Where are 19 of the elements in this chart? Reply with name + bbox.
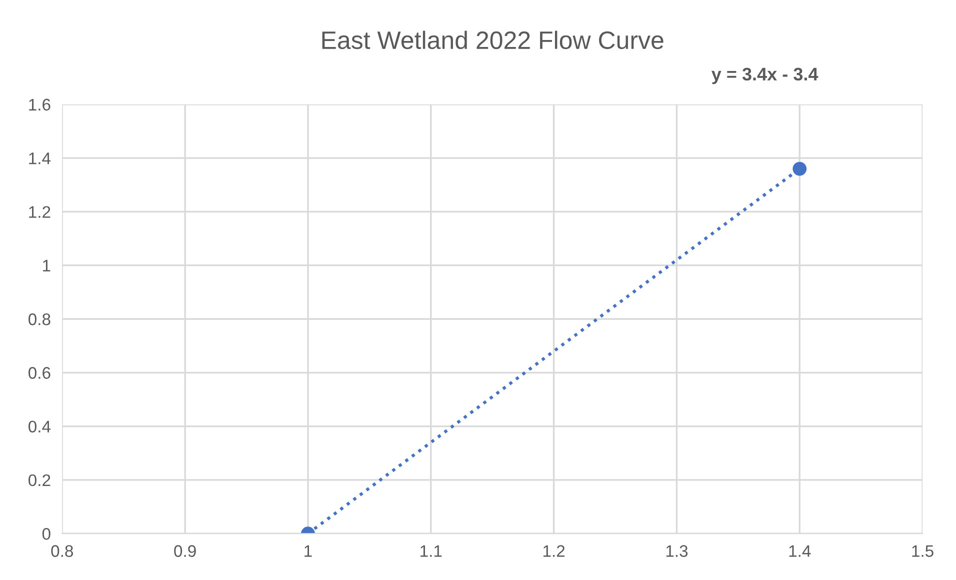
chart-title: East Wetland 2022 Flow Curve bbox=[322, 30, 664, 50]
y-tick-label: 0.8 bbox=[28, 313, 50, 326]
x-tick-label: 1.4 bbox=[789, 545, 811, 557]
x-tick-label: 1.3 bbox=[666, 545, 688, 557]
y-tick-label: 0.2 bbox=[28, 474, 50, 486]
y-tick-label: 0 bbox=[42, 528, 50, 540]
x-tick-label: 1 bbox=[304, 545, 312, 557]
y-tick-label: 1.4 bbox=[29, 152, 51, 164]
y-tick-label: 1 bbox=[43, 260, 50, 272]
y-tick-label: 0.6 bbox=[28, 367, 50, 379]
x-tick-label: 1.2 bbox=[543, 545, 565, 557]
x-tick-label: 1.5 bbox=[912, 545, 934, 557]
x-tick-label: 0.8 bbox=[51, 545, 73, 557]
x-tick-label: 0.9 bbox=[174, 545, 196, 557]
y-tick-label: 0.4 bbox=[28, 420, 51, 433]
x-tick-label: 1.1 bbox=[420, 545, 442, 557]
y-tick-label: 1.6 bbox=[29, 98, 50, 111]
y-tick-label: 1.2 bbox=[29, 206, 50, 218]
text: y = 3.4x - 3.4 bbox=[711, 68, 818, 84]
